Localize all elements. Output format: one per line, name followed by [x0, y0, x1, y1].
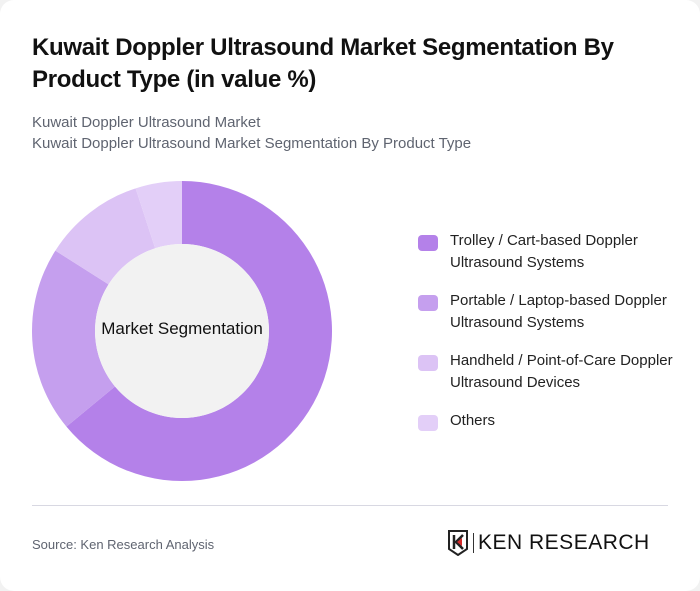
- donut-segment: [135, 181, 182, 249]
- legend-label: Trolley / Cart-based Doppler Ultrasound …: [450, 232, 638, 271]
- footer-divider: [32, 505, 668, 506]
- logo-text: KEN RESEARCH: [478, 531, 650, 554]
- legend-item-handheld: Handheld / Point-of-Care Doppler Ultraso…: [418, 350, 688, 394]
- logo-separator: [473, 533, 474, 553]
- chart-subtitle-market: Kuwait Doppler Ultrasound Market: [32, 114, 261, 131]
- legend-item-others: Others: [418, 410, 688, 432]
- source-note: Source: Ken Research Analysis: [32, 537, 215, 552]
- donut-segment: [32, 250, 115, 427]
- legend-swatch-trolley: [418, 235, 438, 251]
- legend-swatch-handheld: [418, 355, 438, 371]
- chart-legend: Trolley / Cart-based Doppler Ultrasound …: [418, 230, 688, 432]
- legend-label: Portable / Laptop-based Doppler Ultrasou…: [450, 292, 667, 331]
- legend-item-portable: Portable / Laptop-based Doppler Ultrasou…: [418, 290, 688, 334]
- donut-chart: [32, 181, 332, 481]
- donut-segment: [66, 181, 332, 481]
- chart-subtitle-segmentation: Kuwait Doppler Ultrasound Market Segment…: [32, 135, 472, 152]
- chart-title: Kuwait Doppler Ultrasound Market Segment…: [32, 34, 614, 93]
- legend-label: Handheld / Point-of-Care Doppler Ultraso…: [450, 352, 673, 391]
- donut-hole: [95, 244, 269, 418]
- legend-item-trolley: Trolley / Cart-based Doppler Ultrasound …: [418, 230, 688, 274]
- legend-swatch-others: [418, 415, 438, 431]
- legend-swatch-portable: [418, 295, 438, 311]
- donut-center-label: Market Segmentation: [101, 319, 263, 338]
- donut-segment: [55, 188, 156, 285]
- ken-research-logo-icon: [448, 530, 468, 556]
- legend-label: Others: [450, 412, 496, 429]
- ken-research-logo: KEN RESEARCH: [447, 530, 650, 556]
